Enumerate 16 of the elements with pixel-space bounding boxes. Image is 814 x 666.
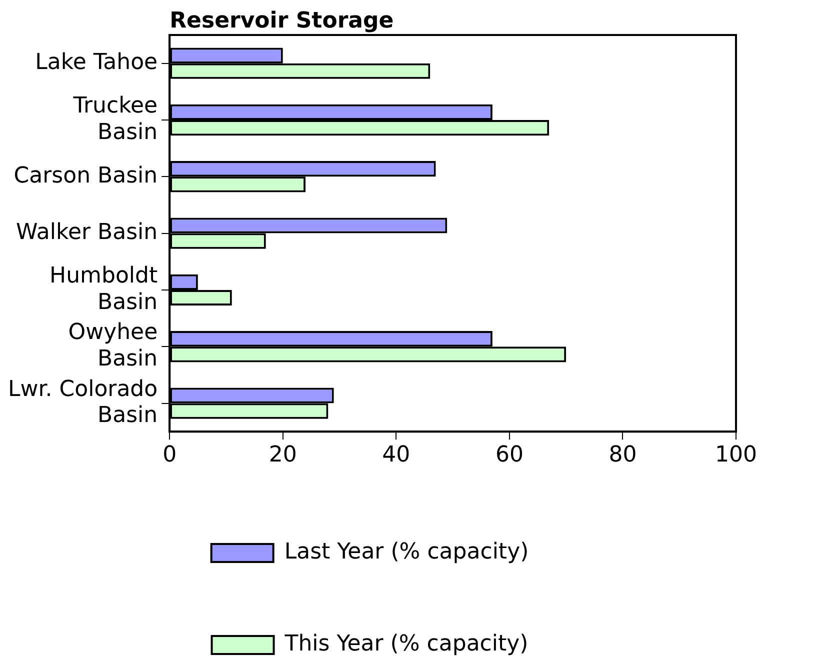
- x-tick-label: 0: [162, 442, 177, 468]
- y-tick-label: Truckee Basin: [72, 94, 158, 145]
- x-tick-label: 40: [382, 442, 410, 468]
- y-tick-label: Owyhee Basin: [68, 320, 158, 372]
- x-tick-label: 60: [495, 442, 524, 468]
- y-tick-label: Lwr. Colorado Basin: [8, 376, 158, 428]
- y-tick-label: Humboldt Basin: [50, 263, 158, 315]
- x-tick-label: 100: [715, 442, 757, 468]
- legend-label: This Year (% capacity): [284, 632, 528, 657]
- chart-title: Reservoir Storage: [170, 8, 394, 34]
- y-tick-label: Carson Basin: [14, 163, 158, 188]
- y-tick-label: Walker Basin: [16, 220, 158, 246]
- x-tick-label: 20: [268, 442, 297, 468]
- y-tick-label: Lake Tahoe: [35, 50, 158, 76]
- x-tick-label: 80: [608, 442, 637, 468]
- legend-label: Last Year (% capacity): [284, 540, 529, 565]
